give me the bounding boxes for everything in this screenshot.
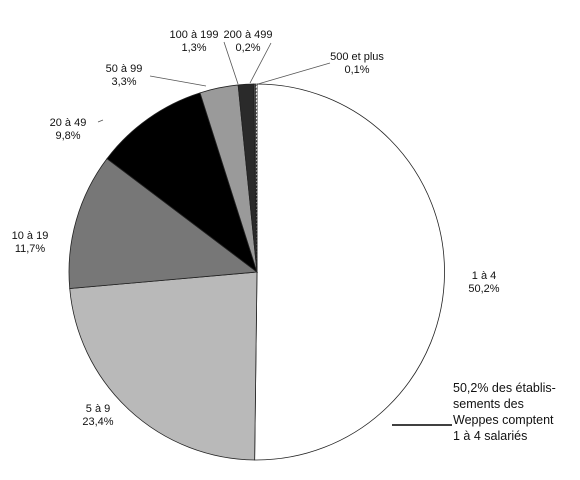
slice-value-label-4: 9,8%: [55, 130, 80, 142]
slice-value-label-3: 11,7%: [15, 243, 46, 255]
slice-category-label-4: 20 à 49: [50, 117, 87, 129]
annotation-line-4: 1 à 4 salariés: [453, 429, 528, 443]
slice-value-label-2: 23,4%: [82, 416, 113, 428]
slice-category-label-3: 10 à 19: [12, 230, 49, 242]
pie-slice-1: [254, 83, 445, 461]
slice-category-label-6: 100 à 199: [170, 29, 219, 41]
slice-category-label-1: 1 à 4: [472, 270, 496, 282]
pie-slice-4: [106, 92, 258, 274]
leader-line-5: [149, 75, 207, 87]
slice-category-label-2: 5 à 9: [86, 403, 110, 415]
leader-line-6: [223, 41, 239, 85]
leader-line-8: [257, 62, 331, 85]
slice-value-label-7: 0,2%: [235, 42, 260, 54]
annotation-text: 50,2% des établis- sements des Weppes co…: [453, 380, 578, 444]
slice-category-label-7: 200 à 499: [224, 29, 273, 41]
annotation-line-3: Weppes comptent: [453, 413, 554, 427]
pie-slice-8: [255, 83, 258, 273]
pie-slice-2: [69, 271, 258, 461]
annotation-line-2: sements des: [453, 397, 524, 411]
slice-category-label-5: 50 à 99: [106, 63, 143, 75]
pie-slices: [68, 83, 445, 461]
slice-category-label-8: 500 et plus: [330, 51, 384, 63]
leader-line-7: [249, 42, 272, 84]
slice-value-label-8: 0,1%: [344, 64, 369, 76]
slice-value-label-5: 3,3%: [111, 76, 136, 88]
leader-line-4: [97, 119, 104, 123]
slice-value-label-1: 50,2%: [468, 283, 499, 295]
slice-value-label-6: 1,3%: [181, 42, 206, 54]
leader-lines: [97, 41, 331, 123]
annotation-line-1: 50,2% des établis-: [453, 381, 556, 395]
pie-slice-3: [68, 158, 259, 289]
